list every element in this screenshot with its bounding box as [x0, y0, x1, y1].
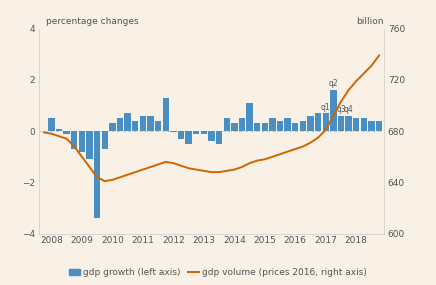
Bar — [56, 129, 62, 131]
Bar — [284, 118, 291, 131]
Bar — [102, 131, 108, 149]
Bar — [224, 118, 230, 131]
Bar — [193, 131, 199, 134]
Bar — [269, 118, 276, 131]
Bar — [132, 121, 139, 131]
Bar — [163, 98, 169, 131]
Bar — [124, 113, 131, 131]
Bar — [246, 103, 253, 131]
Bar — [48, 118, 54, 131]
Bar — [79, 131, 85, 152]
Bar — [86, 131, 93, 159]
Text: billion: billion — [356, 17, 384, 27]
Bar — [185, 131, 192, 144]
Bar — [71, 131, 78, 149]
Bar — [216, 131, 222, 144]
Text: q2: q2 — [329, 79, 338, 88]
Bar — [307, 116, 314, 131]
Bar — [201, 131, 207, 134]
Bar — [345, 116, 352, 131]
Bar — [376, 121, 382, 131]
Bar — [361, 118, 367, 131]
Text: q3: q3 — [336, 105, 346, 114]
Bar — [277, 121, 283, 131]
Bar — [178, 131, 184, 139]
Bar — [109, 123, 116, 131]
Bar — [231, 123, 238, 131]
Bar — [117, 118, 123, 131]
Bar — [330, 90, 337, 131]
Bar — [323, 113, 329, 131]
Bar — [368, 121, 375, 131]
Bar — [338, 116, 344, 131]
Bar — [315, 113, 321, 131]
Bar — [262, 123, 268, 131]
Bar — [94, 131, 100, 218]
Bar — [208, 131, 215, 141]
Text: percentage changes: percentage changes — [46, 17, 139, 27]
Bar — [300, 121, 306, 131]
Text: q4: q4 — [344, 105, 354, 114]
Legend: gdp growth (left axis), gdp volume (prices 2016, right axis): gdp growth (left axis), gdp volume (pric… — [65, 264, 371, 280]
Bar — [155, 121, 161, 131]
Bar — [64, 131, 70, 134]
Bar — [239, 118, 245, 131]
Bar — [254, 123, 260, 131]
Bar — [292, 123, 299, 131]
Bar — [353, 118, 359, 131]
Text: q1: q1 — [321, 103, 330, 112]
Bar — [140, 116, 146, 131]
Bar — [170, 131, 177, 132]
Bar — [147, 116, 154, 131]
